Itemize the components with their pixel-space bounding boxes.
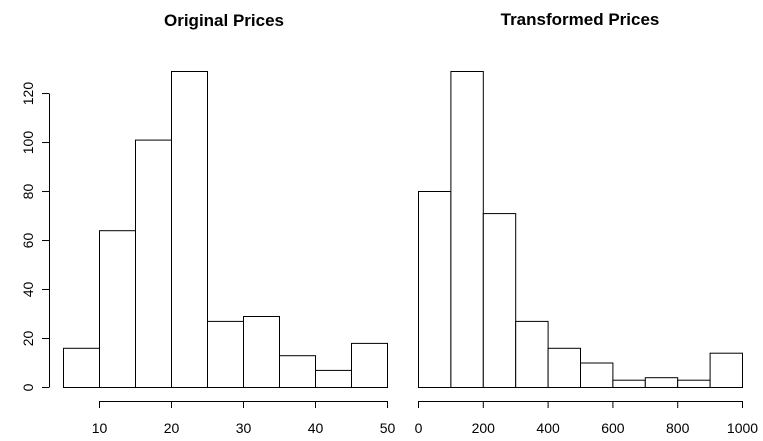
chart-title-transformed: Transformed Prices	[501, 10, 660, 29]
x-tick-label: 30	[236, 420, 252, 436]
y-tick-label: 60	[20, 233, 36, 249]
histogram-bar	[450, 71, 484, 388]
histogram-bar	[171, 71, 208, 388]
x-tick-label: 600	[601, 420, 625, 436]
x-tick-label: 50	[380, 420, 396, 436]
y-tick-label: 0	[20, 383, 36, 391]
histogram-bar	[418, 191, 452, 388]
histogram-bar	[515, 320, 549, 388]
chart-title-original: Original Prices	[164, 11, 284, 30]
histogram-bar	[612, 379, 646, 389]
histogram-bar	[207, 320, 244, 388]
histogram-bar	[351, 342, 388, 388]
histogram-bar	[709, 352, 743, 389]
panel-original-prices: Original Prices 10 20 30 40 50 0 20 40 60 80 100 12…	[20, 11, 395, 436]
histogram-bar	[135, 139, 172, 388]
y-tick-label: 100	[20, 131, 36, 155]
x-tick-label: 20	[164, 420, 180, 436]
histogram-bar	[644, 377, 679, 389]
y-tick-label: 120	[20, 82, 36, 106]
x-tick-label: 800	[666, 420, 690, 436]
y-tick-label: 40	[20, 282, 36, 298]
histogram-bar	[243, 316, 280, 388]
panel-transformed-prices: Transformed Prices 0 200 400 600 800 1000	[415, 10, 759, 436]
histogram-bar	[315, 369, 352, 388]
histogram-bar	[99, 230, 136, 388]
histogram-bar	[279, 355, 316, 389]
x-tick-label: 400	[536, 420, 560, 436]
x-tick-label: 1000	[727, 420, 758, 436]
y-tick-label: 20	[20, 331, 36, 347]
x-tick-label: 0	[415, 420, 423, 436]
histogram-bar	[547, 347, 581, 388]
x-tick-label: 40	[308, 420, 324, 436]
histogram-bar	[677, 379, 711, 389]
x-tick-label: 10	[92, 420, 108, 436]
histogram-bar	[482, 213, 517, 388]
y-tick-label: 80	[20, 184, 36, 200]
histogram-bar	[580, 362, 614, 388]
histogram-bar	[63, 347, 100, 388]
x-tick-label: 200	[472, 420, 496, 436]
